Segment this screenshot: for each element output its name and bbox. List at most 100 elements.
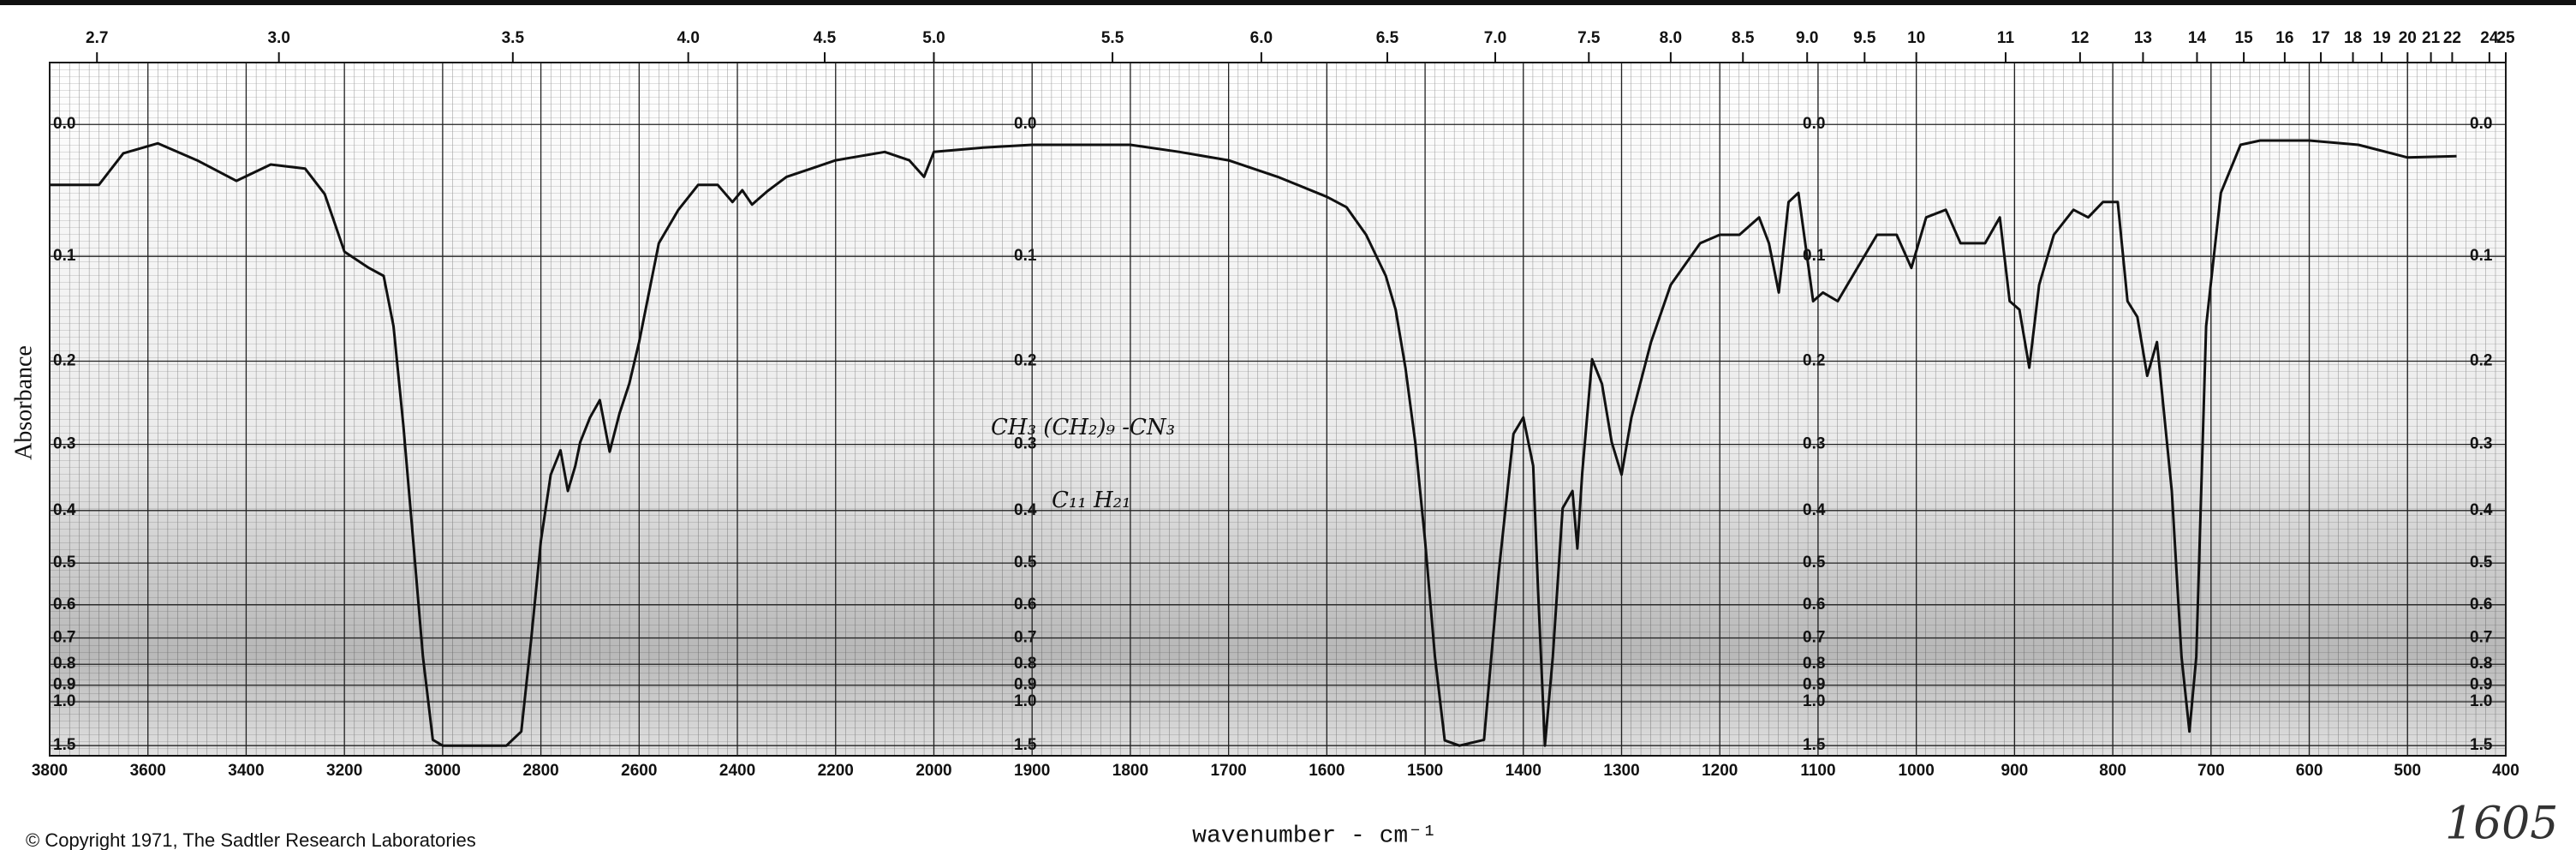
x2-tick-label: 14 xyxy=(2188,29,2207,47)
y-tick-label: 0.4 xyxy=(1803,501,1826,519)
x2-tick-label: 7.0 xyxy=(1484,29,1506,47)
x-tick-label: 900 xyxy=(2001,762,2029,780)
y-tick-label: 0.4 xyxy=(1014,501,1037,519)
y-tick-label: 1.5 xyxy=(1014,736,1037,754)
y-tick-label: 0.4 xyxy=(2470,501,2493,519)
y-tick-label: 0.3 xyxy=(1014,435,1036,453)
y-tick-label: 0.5 xyxy=(1014,554,1037,572)
x-tick-label: 1900 xyxy=(1014,762,1050,780)
x2-tick-label: 16 xyxy=(2275,29,2293,47)
y-tick-label: 0.6 xyxy=(1803,596,1825,614)
y-tick-label: 1.5 xyxy=(2470,736,2493,754)
x-tick-label: 1400 xyxy=(1506,762,1541,780)
y-tick-label: 0.6 xyxy=(1014,596,1036,614)
y-tick-label: 0.1 xyxy=(2470,247,2493,265)
y-tick-label: 0.8 xyxy=(1014,655,1036,673)
y-tick-label: 0.0 xyxy=(1803,115,1825,133)
y-tick-label: 0.3 xyxy=(1803,435,1825,453)
x2-tick-label: 9.5 xyxy=(1853,29,1876,47)
x2-tick-label: 8.0 xyxy=(1660,29,1682,47)
y-tick-label: 0.1 xyxy=(1014,247,1037,265)
x-tick-label: 400 xyxy=(2492,762,2519,780)
y-tick-label: 0.8 xyxy=(1803,655,1825,673)
x-tick-label: 700 xyxy=(2197,762,2225,780)
x-tick-label: 1800 xyxy=(1112,762,1148,780)
x2-tick-label: 18 xyxy=(2344,29,2362,47)
y-tick-label: 0.7 xyxy=(1014,629,1036,647)
x-tick-label: 1500 xyxy=(1407,762,1443,780)
y-tick-label: 0.0 xyxy=(2470,115,2492,133)
x-tick-label: 1100 xyxy=(1800,762,1835,780)
x-axis-label: wavenumber - cm⁻¹ xyxy=(1192,823,1437,849)
x2-tick-label: 25 xyxy=(2496,29,2515,47)
y-tick-label: 0.2 xyxy=(1803,352,1825,370)
x2-tick-label: 4.5 xyxy=(814,29,837,47)
x2-tick-label: 8.5 xyxy=(1732,29,1755,47)
x2-tick-label: 24 xyxy=(2480,29,2499,47)
x2-tick-label: 3.0 xyxy=(267,29,289,47)
spectrum-line xyxy=(50,139,2457,747)
x2-tick-label: 15 xyxy=(2235,29,2254,47)
x-tick-label: 1200 xyxy=(1702,762,1738,780)
y-tick-label: 0.1 xyxy=(53,247,76,265)
y-tick-label: 0.6 xyxy=(2470,596,2492,614)
x2-tick-label: 22 xyxy=(2443,29,2461,47)
y-tick-label: 1.0 xyxy=(1014,692,1036,710)
x-tick-label: 2200 xyxy=(818,762,854,780)
x2-tick-label: 7.5 xyxy=(1577,29,1601,47)
y-tick-label: 0.9 xyxy=(1014,676,1036,694)
x2-tick-label: 21 xyxy=(2422,29,2441,47)
x-tick-label: 2800 xyxy=(522,762,558,780)
y-tick-label: 0.3 xyxy=(53,435,75,453)
x-tick-label: 1000 xyxy=(1899,762,1935,780)
x-tick-label: 1300 xyxy=(1603,762,1639,780)
x2-tick-label: 2.7 xyxy=(86,29,108,47)
y-tick-label: 0.3 xyxy=(2470,435,2492,453)
annotation: CH₃ (CH₂)₉ -CN₃ xyxy=(991,415,1175,440)
x2-tick-label: 10 xyxy=(1907,29,1925,47)
x2-tick-label: 4.0 xyxy=(677,29,699,47)
x2-tick-label: 20 xyxy=(2399,29,2417,47)
x2-tick-label: 12 xyxy=(2071,29,2089,47)
x-tick-label: 3800 xyxy=(32,762,68,780)
y-tick-label: 0.8 xyxy=(2470,655,2492,673)
y-tick-label: 0.9 xyxy=(2470,676,2492,694)
y-tick-label: 0.7 xyxy=(2470,629,2492,647)
x-tick-label: 3200 xyxy=(326,762,362,780)
x2-tick-label: 6.5 xyxy=(1376,29,1399,47)
y-tick-label: 0.2 xyxy=(1014,352,1036,370)
x-tick-label: 3000 xyxy=(425,762,461,780)
top-border xyxy=(0,0,2576,5)
x-tick-label: 1600 xyxy=(1309,762,1345,780)
x-tick-label: 2000 xyxy=(915,762,951,780)
x2-tick-label: 6.0 xyxy=(1250,29,1273,47)
y-tick-label: 0.4 xyxy=(53,501,76,519)
y-tick-label: 0.5 xyxy=(2470,554,2493,572)
y-tick-label: 1.0 xyxy=(1803,692,1825,710)
y-axis-label: Absorbance xyxy=(10,345,37,460)
x-tick-label: 600 xyxy=(2296,762,2323,780)
x2-tick-label: 13 xyxy=(2134,29,2152,47)
paper-shading xyxy=(50,63,2506,756)
copyright: © Copyright 1971, The Sadtler Research L… xyxy=(26,829,476,850)
y-tick-label: 0.8 xyxy=(53,655,75,673)
annotation: C₁₁ H₂₁ xyxy=(1052,488,1131,513)
y-tick-label: 0.2 xyxy=(53,352,75,370)
x2-tick-label: 3.5 xyxy=(502,29,525,47)
y-tick-label: 0.9 xyxy=(1803,676,1825,694)
x-tick-label: 1700 xyxy=(1210,762,1246,780)
y-tick-label: 0.7 xyxy=(1803,629,1825,647)
y-tick-label: 0.5 xyxy=(53,554,76,572)
x-tick-label: 3400 xyxy=(228,762,264,780)
y-tick-label: 0.2 xyxy=(2470,352,2492,370)
y-tick-label: 1.5 xyxy=(53,736,76,754)
x2-tick-label: 11 xyxy=(1997,29,2015,47)
y-tick-label: 0.7 xyxy=(53,629,75,647)
y-tick-label: 0.9 xyxy=(53,676,75,694)
y-tick-label: 0.5 xyxy=(1803,554,1826,572)
x2-tick-label: 17 xyxy=(2311,29,2329,47)
x-tick-label: 800 xyxy=(2099,762,2126,780)
x-tick-label: 500 xyxy=(2394,762,2421,780)
